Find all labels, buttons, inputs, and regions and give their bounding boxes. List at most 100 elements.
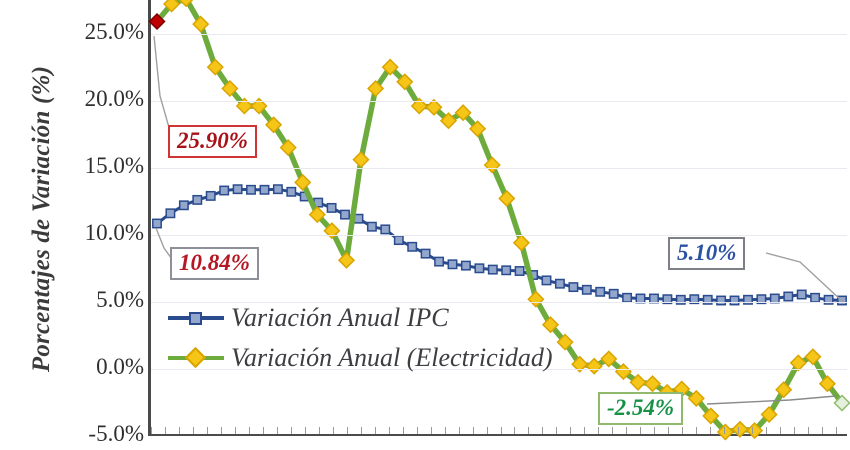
data-point — [286, 186, 297, 197]
gridline — [151, 100, 847, 102]
data-point — [439, 112, 458, 130]
x-axis-tick — [431, 427, 432, 434]
x-axis-tick — [347, 427, 348, 434]
data-point — [675, 294, 686, 305]
data-point — [272, 184, 283, 195]
y-axis-tick-3: 10.0% — [84, 219, 144, 245]
data-point — [178, 0, 194, 8]
x-axis-tick — [542, 427, 543, 434]
data-point — [259, 184, 270, 195]
data-point — [498, 189, 516, 208]
data-point — [434, 256, 445, 267]
data-point — [585, 357, 603, 375]
legend-marker-square-icon — [168, 307, 224, 329]
y-axis-tick-0: 25.0% — [84, 18, 144, 44]
y-axis-tick-4: 5.0% — [96, 286, 144, 312]
data-point — [366, 221, 377, 232]
x-axis-tick — [333, 427, 334, 434]
x-axis-tick — [696, 427, 697, 434]
gridline — [151, 368, 847, 370]
data-point — [760, 405, 778, 424]
x-axis-tick — [319, 427, 320, 434]
data-point — [796, 289, 807, 300]
data-point — [600, 350, 618, 368]
x-axis-tick — [221, 427, 222, 434]
data-point — [420, 248, 431, 259]
y-axis-tick-5: 0.0% — [96, 353, 144, 379]
data-point — [731, 420, 749, 438]
x-axis-tick — [291, 427, 292, 434]
x-axis-tick — [794, 427, 795, 434]
legend-label-electricidad: Variación Anual (Electricidad) — [231, 343, 553, 372]
x-axis-tick — [584, 427, 585, 434]
data-point — [393, 235, 404, 246]
x-axis-tick — [808, 427, 809, 434]
data-point — [702, 407, 720, 425]
x-axis-tick — [459, 427, 460, 434]
data-point — [454, 104, 472, 122]
data-point — [148, 12, 166, 31]
x-axis-tick — [403, 427, 404, 434]
data-point — [165, 208, 176, 219]
x-axis-tick — [207, 427, 208, 434]
plot-area — [148, 0, 850, 441]
data-point — [716, 423, 734, 441]
data-point — [514, 266, 525, 276]
x-axis-tick — [277, 427, 278, 434]
data-point — [556, 333, 574, 351]
data-point — [235, 97, 253, 115]
data-point — [837, 295, 847, 306]
data-point — [581, 284, 592, 295]
legend-marker-diamond-icon — [168, 346, 224, 369]
data-point — [152, 218, 162, 229]
data-point — [833, 394, 850, 412]
data-point — [381, 58, 399, 76]
x-axis-tick — [361, 427, 362, 434]
x-axis-tick — [473, 427, 474, 434]
data-point — [380, 224, 391, 235]
data-point — [250, 97, 268, 115]
data-point — [265, 116, 283, 134]
x-axis-tick — [682, 427, 683, 434]
x-axis-tick — [612, 427, 613, 434]
series-lines — [148, 0, 850, 441]
legend-label-ipc: Variación Anual IPC — [231, 303, 449, 332]
data-point — [643, 375, 662, 393]
data-point — [629, 373, 647, 391]
data-point — [279, 139, 297, 157]
gridline — [151, 301, 847, 303]
data-point — [192, 15, 210, 33]
annotation-green-end: -2.54% — [598, 392, 684, 426]
data-point — [340, 209, 350, 220]
annotation-blue-end: 5.10% — [668, 237, 746, 271]
x-axis-tick — [263, 427, 264, 434]
x-axis-tick — [179, 427, 180, 434]
data-point — [622, 292, 633, 303]
data-point — [367, 79, 385, 98]
data-point — [205, 190, 216, 201]
data-point — [595, 286, 606, 297]
x-axis-tick — [738, 427, 739, 434]
legend-item-electricidad[interactable]: Variación Anual (Electricidad) — [168, 338, 553, 378]
x-axis-tick — [556, 427, 557, 434]
legend-item-ipc[interactable]: Variación Anual IPC — [168, 298, 553, 338]
data-point — [702, 294, 713, 305]
data-point — [206, 58, 224, 76]
data-point — [163, 0, 181, 13]
data-point — [568, 282, 579, 293]
annotation-green-start: 25.90% — [168, 125, 257, 159]
x-axis-tick — [445, 427, 446, 434]
x-axis-tick — [305, 427, 306, 434]
x-axis-tick — [570, 427, 571, 434]
x-axis-tick — [654, 427, 655, 434]
data-point — [178, 200, 189, 211]
y-axis-tick-6: -5.0% — [88, 421, 144, 446]
data-point — [352, 151, 370, 169]
data-point — [608, 288, 619, 299]
x-axis-tick — [710, 427, 711, 434]
x-axis-tick — [193, 427, 194, 434]
data-point — [818, 375, 836, 393]
data-point — [743, 294, 753, 305]
gridline — [151, 234, 847, 236]
x-axis-tick — [598, 427, 599, 434]
